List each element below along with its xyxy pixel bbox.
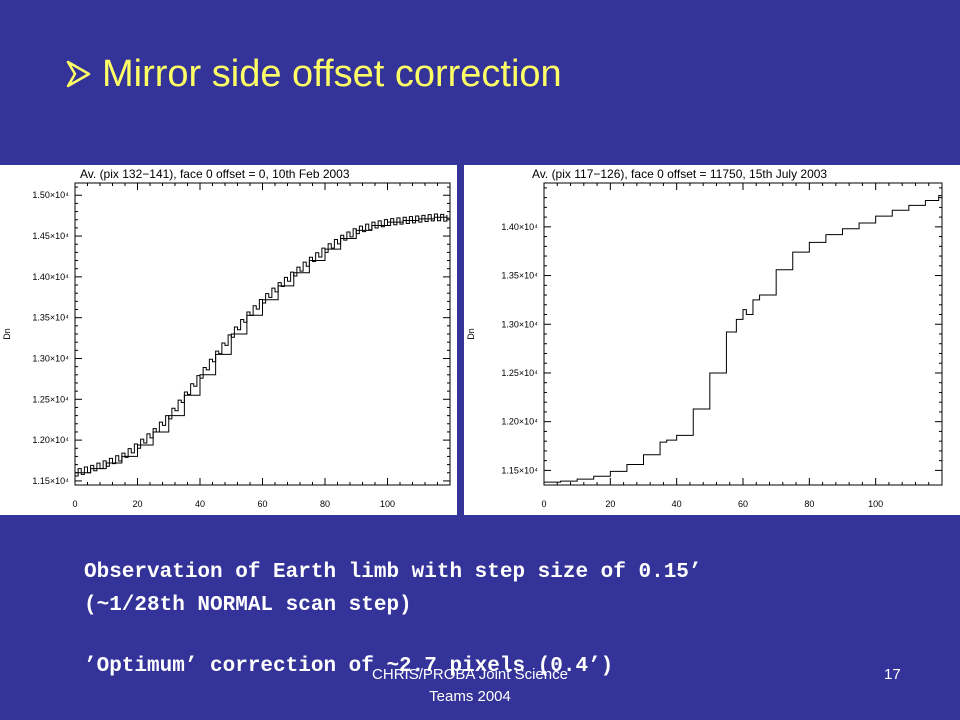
x-tick-label: 40 <box>672 499 682 509</box>
footer-line-1: CHRIS/PROBA Joint Science <box>372 666 568 683</box>
y-axis-label: Dn <box>2 328 12 340</box>
x-tick-label: 80 <box>320 499 330 509</box>
caption-line-2: (~1/28th NORMAL scan step) <box>84 594 412 617</box>
y-tick-label: 1.40×10⁴ <box>501 222 538 232</box>
slide-title-text: Mirror side offset correction <box>102 52 562 95</box>
x-tick-label: 0 <box>541 499 546 509</box>
x-tick-label: 0 <box>72 499 77 509</box>
y-tick-label: 1.35×10⁴ <box>32 313 69 323</box>
y-tick-label: 1.15×10⁴ <box>32 476 69 486</box>
y-tick-label: 1.20×10⁴ <box>501 417 538 427</box>
y-tick-label: 1.50×10⁴ <box>32 190 69 200</box>
footer-text: CHRIS/PROBA Joint Science Teams 2004 <box>340 664 600 708</box>
x-tick-label: 100 <box>868 499 883 509</box>
y-tick-label: 1.15×10⁴ <box>501 465 538 475</box>
chart-right: 1.15×10⁴ 1.20×10⁴ 1.25×10⁴ 1.30×10⁴ 1.35×10⁴… <box>466 182 943 509</box>
x-tick-label: 40 <box>195 499 205 509</box>
footer-line-2: Teams 2004 <box>429 688 511 705</box>
plot-frame <box>74 182 451 486</box>
plot-frame <box>543 182 943 486</box>
y-tick-label: 1.25×10⁴ <box>32 394 69 404</box>
y-tick-label: 1.20×10⁴ <box>32 435 69 445</box>
x-tick-label: 60 <box>738 499 748 509</box>
y-tick-label: 1.30×10⁴ <box>32 353 69 363</box>
y-tick-label: 1.40×10⁴ <box>32 272 69 282</box>
caption-line-1: Observation of Earth limb with step size… <box>84 561 702 584</box>
data-series-line <box>544 195 942 483</box>
arrowhead-bullet-icon <box>66 60 91 88</box>
y-tick-label: 1.25×10⁴ <box>501 368 538 378</box>
y-tick-label: 1.35×10⁴ <box>501 271 538 281</box>
caption-line-3: ’Optimum’ correction of ~2.7 pixels (0.4… <box>84 655 614 678</box>
y-tick-label: 1.30×10⁴ <box>501 319 538 329</box>
chart-right-title: Av. (pix 117−126), face 0 offset = 11750… <box>532 167 828 181</box>
x-tick-label: 20 <box>132 499 142 509</box>
x-tick-label: 100 <box>380 499 395 509</box>
y-axis-label: Dn <box>466 328 476 340</box>
slide-title: Mirror side offset correction <box>66 44 562 104</box>
page-number: 17 <box>884 666 901 683</box>
x-tick-label: 20 <box>605 499 615 509</box>
x-tick-label: 80 <box>804 499 814 509</box>
data-series-sawtooth <box>75 213 448 477</box>
chart-panel-left: 1.15×10⁴ 1.20×10⁴ 1.25×10⁴ 1.30×10⁴ 1.35×10⁴… <box>0 165 457 515</box>
x-tick-label: 60 <box>257 499 267 509</box>
chart-left: 1.15×10⁴ 1.20×10⁴ 1.25×10⁴ 1.30×10⁴ 1.35×10⁴… <box>2 182 451 509</box>
chart-panel-right: 1.15×10⁴ 1.20×10⁴ 1.25×10⁴ 1.30×10⁴ 1.35×10⁴… <box>464 165 960 515</box>
data-series-line <box>75 216 450 474</box>
chart-left-title: Av. (pix 132−141), face 0 offset = 0, 10… <box>80 167 350 181</box>
y-tick-label: 1.45×10⁴ <box>32 231 69 241</box>
